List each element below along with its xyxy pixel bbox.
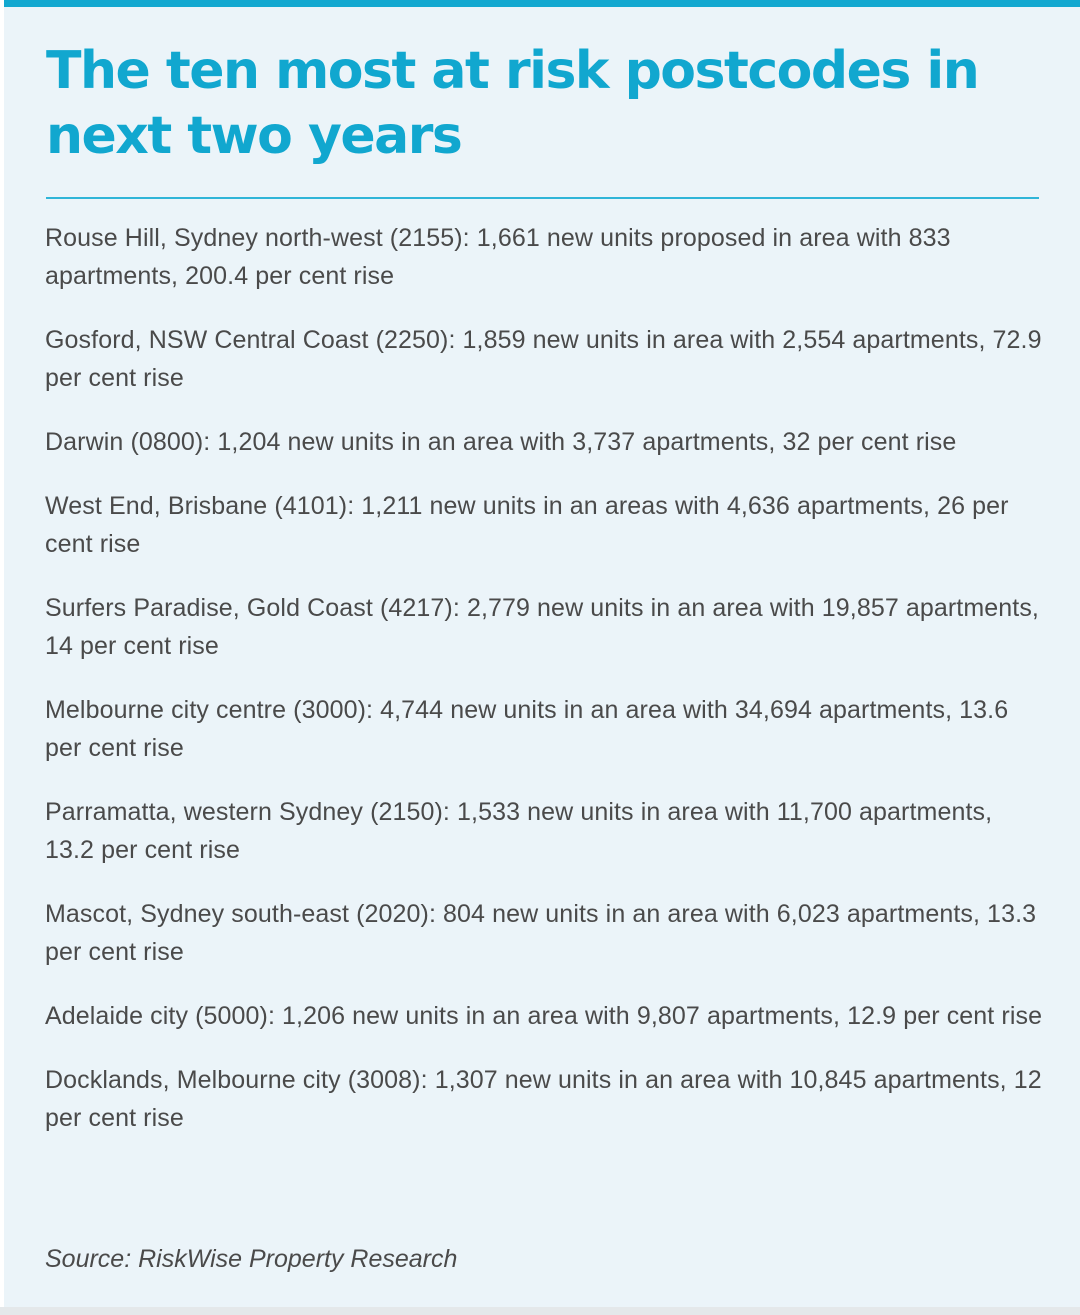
postcode-list: Rouse Hill, Sydney north-west (2155): 1,… xyxy=(45,219,1045,1163)
list-item: Docklands, Melbourne city (3008): 1,307 … xyxy=(45,1066,1042,1132)
page-title: The ten most at risk postcodes in next t… xyxy=(46,41,980,166)
page-bottom-edge xyxy=(0,1307,1080,1315)
article-card: The ten most at risk postcodes in next t… xyxy=(4,0,1080,1307)
list-item: Surfers Paradise, Gold Coast (4217): 2,7… xyxy=(45,594,1039,660)
list-item: Adelaide city (5000): 1,206 new units in… xyxy=(45,1002,1043,1030)
list-item: Mascot, Sydney south-east (2020): 804 ne… xyxy=(45,900,1037,966)
list-item: Gosford, NSW Central Coast (2250): 1,859… xyxy=(45,326,1042,392)
list-item: Parramatta, western Sydney (2150): 1,533… xyxy=(45,798,993,864)
title-divider xyxy=(46,197,1039,199)
list-item: Rouse Hill, Sydney north-west (2155): 1,… xyxy=(45,224,951,290)
source-credit: Source: RiskWise Property Research xyxy=(45,1245,458,1273)
list-item: Melbourne city centre (3000): 4,744 new … xyxy=(45,696,1009,762)
list-item: Darwin (0800): 1,204 new units in an are… xyxy=(45,428,957,456)
list-item: West End, Brisbane (4101): 1,211 new uni… xyxy=(45,492,1009,558)
